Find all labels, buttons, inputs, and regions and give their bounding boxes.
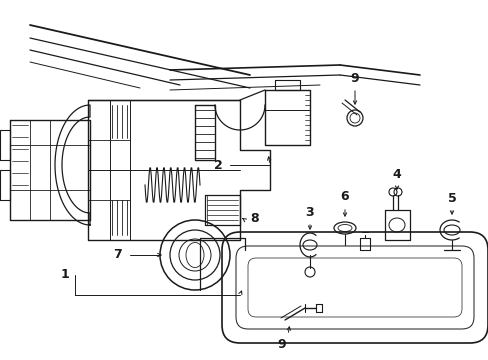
Text: 4: 4	[392, 167, 401, 180]
Text: 2: 2	[213, 158, 222, 171]
Text: 9: 9	[350, 72, 359, 85]
Text: 5: 5	[447, 192, 455, 204]
Text: 7: 7	[113, 248, 122, 261]
Text: 9: 9	[277, 338, 286, 351]
Text: 6: 6	[340, 189, 348, 202]
Text: 3: 3	[305, 206, 314, 219]
Text: 8: 8	[250, 212, 259, 225]
Text: 1: 1	[61, 269, 69, 282]
